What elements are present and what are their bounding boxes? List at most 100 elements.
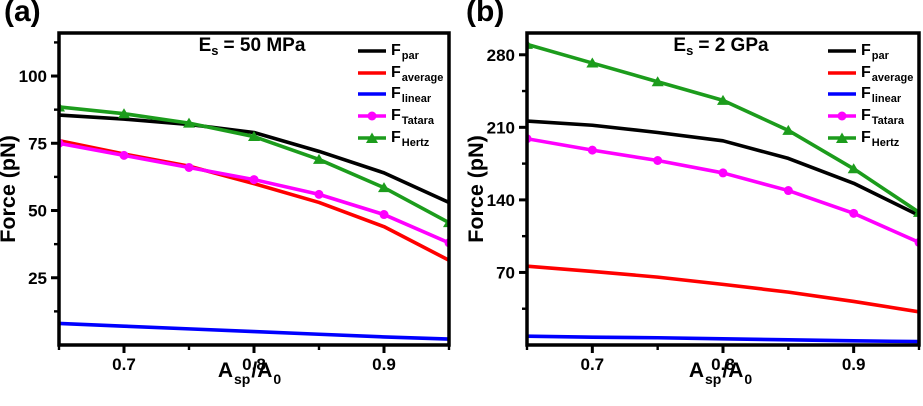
legend-label-subscript: average xyxy=(871,71,914,84)
legend-label-base: F xyxy=(391,85,401,103)
marker-F_Hertz xyxy=(378,182,390,193)
x-tick-label: 0.7 xyxy=(112,355,136,374)
marker-F_Hertz xyxy=(717,94,729,105)
y-axis-label: Force (pN) xyxy=(464,135,488,243)
legend-label-subscript: average xyxy=(401,71,444,84)
legend-line-sample xyxy=(358,92,386,97)
y-tick-label: 280 xyxy=(487,46,515,65)
series-line-F_par xyxy=(527,119,919,218)
series-line-F_linear xyxy=(59,321,449,341)
title-value: = 2 GPa xyxy=(698,35,769,56)
y-axis-label: Force (pN) xyxy=(0,135,20,243)
legend-label: FTatara xyxy=(861,107,904,128)
legend-line-sample xyxy=(358,111,386,121)
marker-F_Tatara xyxy=(718,168,728,178)
y-tick-label: 50 xyxy=(28,202,47,221)
legend-entry-F_average: Faverage xyxy=(827,62,913,84)
legend-label-subscript: Tatara xyxy=(401,115,434,128)
legend-label-base: F xyxy=(861,85,871,103)
y-tick-label: 70 xyxy=(496,263,515,282)
y-tick-label: 140 xyxy=(487,191,515,210)
marker-F_Tatara xyxy=(587,145,597,155)
panel-b-legend: Fpar Faverage Flinear FTatara FHertz xyxy=(827,40,913,149)
x-tick-label: 0.8 xyxy=(711,355,735,374)
x-tick-label: 0.7 xyxy=(581,355,605,374)
xlabel-subscript-sp: sp xyxy=(705,371,722,387)
xlabel-base: A xyxy=(688,359,705,382)
legend-line-sample xyxy=(828,132,856,144)
legend-entry-F_Hertz: FHertz xyxy=(357,127,443,149)
legend-label-base: F xyxy=(391,129,401,147)
legend-label: Fpar xyxy=(861,41,889,61)
legend-label: FHertz xyxy=(861,130,900,150)
legend-label-subscript: Hertz xyxy=(871,137,900,150)
legend-sample-circle-marker xyxy=(367,111,377,121)
y-tick-label: 100 xyxy=(19,67,47,86)
marker-F_Tatara xyxy=(119,150,129,160)
legend-label: Fpar xyxy=(391,41,419,61)
series-line-F_average xyxy=(527,264,919,314)
panel-b-chart: Force (pN) 70 140 210 280 0.7 0.8 0.9 xyxy=(464,31,921,374)
legend-entry-F_linear: Flinear xyxy=(827,84,913,106)
panel-a-legend: Fpar Faverage Flinear FTatara FHertz xyxy=(357,40,443,149)
legend-line-sample xyxy=(358,70,386,75)
y-tick-label: 25 xyxy=(28,269,47,288)
legend-entry-F_Tatara: FTatara xyxy=(357,105,443,127)
legend-entry-F_linear: Flinear xyxy=(357,84,443,106)
y-tick-label: 75 xyxy=(28,134,47,153)
panel-b: Force (pN) 70 140 210 280 0.7 0.8 0.9 (b) Es = … xyxy=(462,0,923,406)
legend-label-base: F xyxy=(861,107,871,125)
panel-a-title: Es = 50 MPa xyxy=(198,35,306,58)
x-axis-label: Asp/A0 xyxy=(217,359,282,387)
xlabel-subscript-0: 0 xyxy=(744,371,753,387)
xlabel-mid: /A xyxy=(722,359,744,382)
axis-box xyxy=(57,31,451,347)
legend-line-sample xyxy=(828,70,856,75)
x-tick-label: 0.9 xyxy=(372,355,396,374)
legend-line-sample xyxy=(828,111,856,121)
title-base: E xyxy=(673,35,687,56)
marker-F_Hertz xyxy=(313,153,325,164)
legend-label-base: F xyxy=(391,107,401,125)
marker-F_Tatara xyxy=(849,208,859,218)
series-line-F_Tatara xyxy=(527,136,919,245)
xlabel-base: A xyxy=(217,359,234,382)
legend-entry-F_par: Fpar xyxy=(827,40,913,62)
title-value: = 50 MPa xyxy=(223,35,306,56)
legend-line-sample xyxy=(828,92,856,97)
legend-entry-F_average: Faverage xyxy=(357,62,443,84)
xlabel-subscript-0: 0 xyxy=(273,371,282,387)
legend-entry-F_Hertz: FHertz xyxy=(827,127,913,149)
title-base: E xyxy=(198,35,212,56)
legend-label-base: F xyxy=(861,41,871,59)
legend-label-base: F xyxy=(391,63,401,81)
legend-sample-circle-marker xyxy=(837,111,847,121)
panel-a-label: (a) xyxy=(4,0,41,28)
xlabel-subscript-sp: sp xyxy=(234,371,251,387)
legend-entry-F_par: Fpar xyxy=(357,40,443,62)
title-subscript: s xyxy=(686,43,694,58)
marker-F_Tatara xyxy=(653,155,663,165)
legend-label-base: F xyxy=(861,63,871,81)
panel-b-label: (b) xyxy=(466,0,505,28)
legend-label-subscript: linear xyxy=(871,93,902,106)
legend-label-subscript: Tatara xyxy=(871,115,904,128)
panel-b-title: Es = 2 GPa xyxy=(673,35,769,58)
legend-label-subscript: linear xyxy=(401,93,432,106)
legend-entry-F_Tatara: FTatara xyxy=(827,105,913,127)
legend-label: Flinear xyxy=(391,85,432,106)
marker-F_Hertz xyxy=(847,163,860,174)
marker-F_Hertz xyxy=(586,57,599,68)
marker-F_Hertz xyxy=(118,108,130,119)
x-tick-label: 0.8 xyxy=(242,355,266,374)
legend-label: FHertz xyxy=(391,129,429,149)
marker-F_Tatara xyxy=(249,175,259,185)
marker-F_Tatara xyxy=(314,189,324,199)
marker-F_Hertz xyxy=(248,131,260,142)
xlabel-mid: /A xyxy=(251,359,273,382)
legend-sample-triangle-marker xyxy=(366,132,378,144)
marker-F_Tatara xyxy=(379,210,389,220)
title-subscript: s xyxy=(211,43,219,58)
legend-label-base: F xyxy=(391,41,401,59)
